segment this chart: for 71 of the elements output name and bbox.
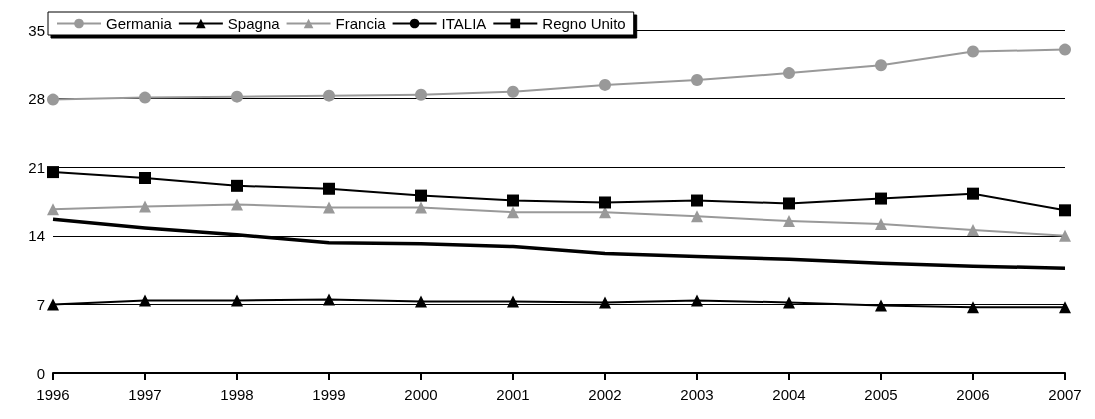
point: [1059, 229, 1071, 242]
point: [875, 59, 887, 72]
point: [599, 196, 611, 209]
line-series: [51, 217, 1067, 270]
point: [1059, 301, 1071, 314]
point: [783, 67, 795, 80]
point: [47, 166, 59, 179]
point: [139, 171, 151, 184]
x-tick-label: 2004: [772, 386, 806, 403]
point: [691, 294, 703, 307]
point: [231, 90, 243, 103]
point: [47, 298, 59, 311]
legend-label: Spagna: [227, 15, 281, 32]
point: [967, 301, 979, 314]
point: [967, 187, 979, 200]
point: [323, 89, 335, 102]
point: [231, 294, 243, 307]
point: [967, 223, 979, 236]
point: [47, 203, 59, 216]
x-tick-label: 1999: [312, 386, 346, 403]
point: [415, 88, 427, 101]
point: [599, 78, 611, 91]
point: [139, 200, 151, 213]
point: [691, 210, 703, 223]
x-tick-label: 2005: [864, 386, 898, 403]
y-tick-label: 0: [36, 364, 45, 382]
point: [1059, 43, 1071, 56]
x-tick-label: 2002: [588, 386, 622, 403]
point: [875, 218, 887, 231]
point: [783, 296, 795, 309]
point: [599, 296, 611, 309]
point: [691, 194, 703, 207]
x-tick-label: 2007: [1048, 386, 1082, 403]
point: [783, 215, 795, 228]
x-tick-label: 2001: [496, 386, 530, 403]
x-tick-label: 1997: [128, 386, 162, 403]
point: [323, 182, 335, 195]
y-tick-label: 28: [28, 90, 45, 108]
legend-label: Francia: [335, 15, 387, 32]
x-tick-label: 2006: [956, 386, 990, 403]
point: [507, 194, 519, 207]
point: [323, 201, 335, 214]
y-tick-label: 14: [28, 227, 45, 245]
point: [783, 197, 795, 210]
y-tick-label: 35: [28, 21, 45, 39]
x-tick-label: 1998: [220, 386, 254, 403]
x-tick-label: 2000: [404, 386, 438, 403]
point: [507, 295, 519, 308]
x-tick-label: 1996: [36, 386, 70, 403]
point: [415, 295, 427, 308]
y-tick-label: 21: [28, 158, 45, 176]
point: [415, 201, 427, 214]
x-tick-label: 2003: [680, 386, 714, 403]
point: [231, 179, 243, 192]
legend-label: ITALIA: [441, 15, 487, 32]
point: [691, 73, 703, 86]
point: [231, 198, 243, 211]
legend-label: Regno Unito: [542, 15, 626, 32]
point: [875, 299, 887, 312]
y-tick-label: 7: [36, 295, 45, 313]
point: [139, 294, 151, 307]
point: [1059, 204, 1071, 217]
point: [967, 45, 979, 58]
point: [507, 206, 519, 219]
point: [875, 192, 887, 205]
point: [47, 93, 59, 106]
legend-label: Germania: [106, 15, 173, 32]
point: [415, 189, 427, 202]
point: [139, 91, 151, 104]
point: [323, 293, 335, 306]
point: [507, 85, 519, 98]
